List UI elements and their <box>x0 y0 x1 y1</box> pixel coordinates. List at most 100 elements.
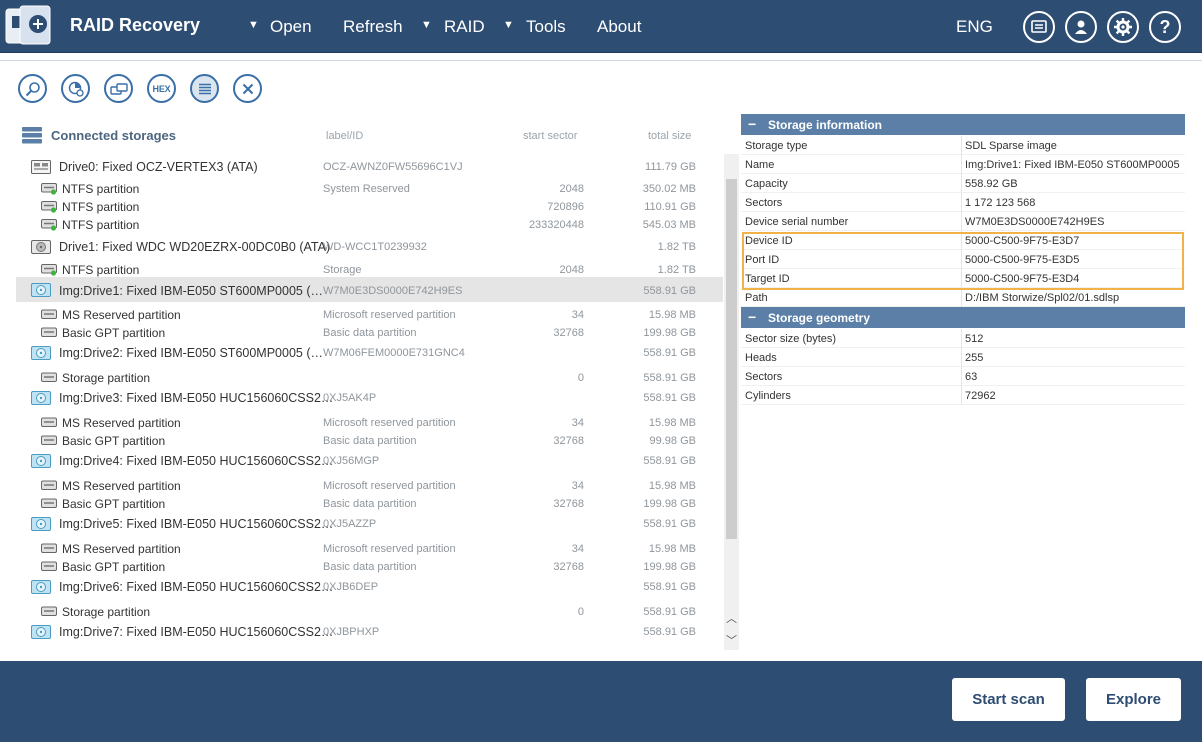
language-selector[interactable]: ENG <box>956 17 993 36</box>
drive-row[interactable]: Img:Drive3: Fixed IBM-E050 HUC156060CSS2… <box>16 388 723 408</box>
start-sector-value: 34 <box>571 543 584 555</box>
menu-raid[interactable]: RAID <box>444 17 485 36</box>
drive-row[interactable]: Img:Drive5: Fixed IBM-E050 HUC156060CSS2… <box>16 514 723 534</box>
partition-icon <box>41 218 57 234</box>
drive-row[interactable]: Img:Drive7: Fixed IBM-E050 HUC156060CSS2… <box>16 622 723 642</box>
list-icon[interactable] <box>190 74 219 103</box>
drive-row[interactable]: Img:Drive4: Fixed IBM-E050 HUC156060CSS2… <box>16 451 723 471</box>
storage-name: Img:Drive4: Fixed IBM-E050 HUC156060CSS2… <box>59 454 334 468</box>
info-row: Path D:/IBM Storwize/Spl02/01.sdlsp <box>741 288 1185 307</box>
scroll-up-icon[interactable]: ︿ <box>726 613 737 625</box>
partition-row[interactable]: NTFS partition Storage 2048 1.82 TB <box>16 260 723 280</box>
connected-storages-title: Connected storages <box>51 128 176 143</box>
info-value: SDL Sparse image <box>965 140 1057 152</box>
partition-row[interactable]: Storage partition 0 558.91 GB <box>16 602 723 622</box>
drive-row[interactable]: Drive0: Fixed OCZ-VERTEX3 (ATA) OCZ-AWNZ0… <box>16 157 723 177</box>
info-value: 63 <box>965 371 978 383</box>
info-value: 558.92 GB <box>965 178 1018 190</box>
help-icon[interactable]: ? <box>1149 11 1181 43</box>
partition-row[interactable]: MS Reserved partition Microsoft reserved … <box>16 476 723 496</box>
storage-label: Basic data partition <box>323 498 417 510</box>
collapse-icon[interactable]: − <box>748 309 757 325</box>
column-divider <box>961 174 962 193</box>
partition-row[interactable]: NTFS partition 720896 110.91 GB <box>16 197 723 217</box>
drive-row[interactable]: Img:Drive2: Fixed IBM-E050 ST600MP0005 (… <box>16 343 723 363</box>
storage-label: 0XJB6DEP <box>323 581 379 593</box>
info-key: Port ID <box>745 254 780 266</box>
storage-label: W7M0E3DS0000E742H9ES <box>323 285 463 297</box>
partition-icon <box>41 182 57 198</box>
menu-open[interactable]: Open <box>270 17 312 36</box>
storage-label: System Reserved <box>323 183 410 195</box>
total-size-value: 558.91 GB <box>643 626 696 638</box>
info-value: Img:Drive1: Fixed IBM-E050 ST600MP0005 (… <box>965 159 1183 171</box>
hdd-scan-icon[interactable] <box>61 74 90 103</box>
partition-icon <box>41 200 57 216</box>
section-header[interactable]: − Storage information <box>741 114 1185 135</box>
storage-label: W7M06FEM0000E731GNC4 <box>323 347 465 359</box>
start-sector-value: 34 <box>571 309 584 321</box>
partition-icon <box>41 416 57 431</box>
storage-label: 0XJ5AZZP <box>323 518 377 530</box>
section-header[interactable]: − Storage geometry <box>741 307 1185 328</box>
partition-row[interactable]: NTFS partition 233320448 545.03 MB <box>16 215 723 235</box>
drive-row[interactable]: Drive1: Fixed WDC WD20EZRX-00DC0B0 (ATA)… <box>16 237 723 257</box>
explore-button[interactable]: Explore <box>1086 678 1181 721</box>
info-key: Sector size (bytes) <box>745 333 837 345</box>
partition-icon <box>41 497 57 512</box>
raid-dropdown-arrow-icon[interactable]: ▼ <box>421 19 432 31</box>
info-row: Device serial number W7M0E3DS0000E742H9ES <box>741 212 1185 231</box>
partition-row[interactable]: Basic GPT partition Basic data partition 3… <box>16 323 723 343</box>
partition-row[interactable]: MS Reserved partition Microsoft reserved … <box>16 539 723 559</box>
info-value: 5000-C500-9F75-E3D7 <box>965 235 1080 247</box>
partition-row[interactable]: NTFS partition System Reserved 2048 350.02 … <box>16 179 723 199</box>
user-icon[interactable] <box>1065 11 1097 43</box>
info-row: Port ID 5000-C500-9F75-E3D5 <box>741 250 1185 269</box>
info-row: Heads 255 <box>741 348 1185 367</box>
disk-image-icon <box>31 346 51 363</box>
menu-refresh[interactable]: Refresh <box>343 17 403 36</box>
hex-label: HEX <box>152 83 171 94</box>
storage-name: Basic GPT partition <box>62 326 166 340</box>
hex-icon[interactable]: HEX <box>147 74 176 103</box>
footer-bar: Start scan Explore <box>0 661 1202 742</box>
tools-dropdown-arrow-icon[interactable]: ▼ <box>503 19 514 31</box>
storage-name: MS Reserved partition <box>62 308 181 322</box>
tree-scrollbar[interactable]: ︿ ﹀ <box>724 154 739 650</box>
column-divider <box>961 250 962 269</box>
settings-icon[interactable] <box>1107 11 1139 43</box>
partition-row[interactable]: Basic GPT partition Basic data partition 3… <box>16 431 723 451</box>
copy-image-icon[interactable] <box>104 74 133 103</box>
total-size-value: 558.91 GB <box>643 518 696 530</box>
storage-name: Drive0: Fixed OCZ-VERTEX3 (ATA) <box>59 160 258 174</box>
partition-row[interactable]: MS Reserved partition Microsoft reserved … <box>16 305 723 325</box>
partition-icon <box>41 560 57 575</box>
storage-name: NTFS partition <box>62 200 140 214</box>
partition-icon <box>41 479 57 494</box>
storage-name: MS Reserved partition <box>62 479 181 493</box>
start-scan-button[interactable]: Start scan <box>952 678 1065 721</box>
partition-row[interactable]: Basic GPT partition Basic data partition 3… <box>16 557 723 577</box>
total-size-value: 558.91 GB <box>643 455 696 467</box>
partition-row[interactable]: MS Reserved partition Microsoft reserved … <box>16 413 723 433</box>
storage-name: Basic GPT partition <box>62 434 166 448</box>
partition-row[interactable]: Storage partition 0 558.91 GB <box>16 368 723 388</box>
partition-row[interactable]: Basic GPT partition Basic data partition 3… <box>16 494 723 514</box>
scrollbar-thumb[interactable] <box>726 179 737 539</box>
start-sector-value: 32768 <box>553 435 584 447</box>
search-icon[interactable] <box>18 74 47 103</box>
info-key: Sectors <box>745 197 783 209</box>
storage-name: Img:Drive1: Fixed IBM-E050 ST600MP0005 (… <box>59 284 323 298</box>
menu-about[interactable]: About <box>597 17 642 36</box>
collapse-icon[interactable]: − <box>748 116 757 132</box>
drive-row[interactable]: Img:Drive6: Fixed IBM-E050 HUC156060CSS2… <box>16 577 723 597</box>
start-sector-value: 34 <box>571 480 584 492</box>
scroll-down-icon[interactable]: ﹀ <box>726 635 737 647</box>
disk-image-icon <box>31 517 51 534</box>
open-dropdown-arrow-icon[interactable]: ▼ <box>248 19 259 31</box>
close-icon[interactable] <box>233 74 262 103</box>
storage-name: MS Reserved partition <box>62 416 181 430</box>
messages-icon[interactable] <box>1023 11 1055 43</box>
drive-row[interactable]: Img:Drive1: Fixed IBM-E050 ST600MP0005 (… <box>16 277 723 302</box>
menu-tools[interactable]: Tools <box>526 17 566 36</box>
